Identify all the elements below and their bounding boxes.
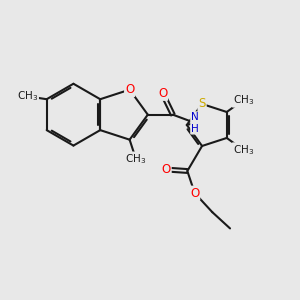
Text: CH$_3$: CH$_3$ <box>233 143 254 157</box>
Text: O: O <box>125 83 134 96</box>
Text: O: O <box>190 187 199 200</box>
Text: O: O <box>161 163 171 176</box>
Text: N
H: N H <box>191 112 199 134</box>
Text: CH$_3$: CH$_3$ <box>125 152 147 166</box>
Text: CH$_3$: CH$_3$ <box>233 93 254 107</box>
Text: CH$_3$: CH$_3$ <box>17 89 38 103</box>
Text: S: S <box>198 98 206 110</box>
Text: O: O <box>158 87 167 100</box>
